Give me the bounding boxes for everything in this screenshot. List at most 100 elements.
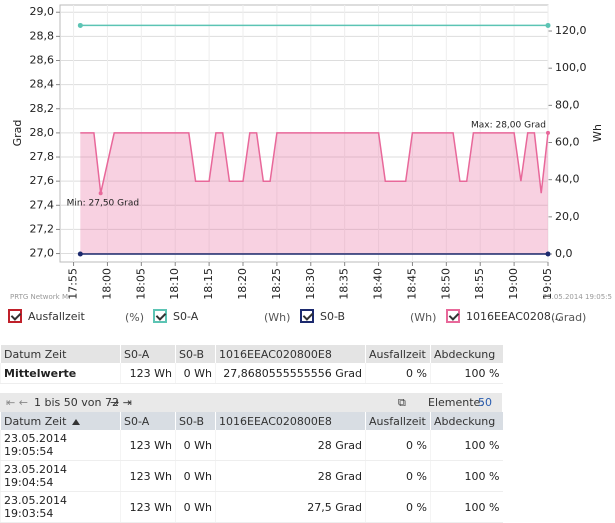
x-tick-label: 18:50	[439, 268, 452, 300]
legend-unit: (%)	[125, 311, 145, 324]
footer-right: 23.05.2014 19:05:5	[543, 293, 612, 301]
elements-value[interactable]: 50	[478, 396, 492, 409]
annotation: Min: 27,50 Grad	[67, 199, 139, 209]
x-tick-label: 18:30	[304, 268, 317, 300]
row: Mittelwerte 123 Wh 0 Wh 27,8680555555556 Gr…	[0, 363, 503, 384]
y-tick-label: 29,0	[30, 5, 55, 18]
annotation-point	[98, 191, 103, 196]
end-point	[545, 251, 551, 257]
y-tick-label: 27,8	[30, 150, 55, 163]
legend-item: Ausfallzeit	[8, 309, 85, 323]
header-cell: S0-B	[175, 345, 216, 363]
end-point	[77, 22, 83, 28]
pager-toolbar: ⇤ ← 1 bis 50 von 72 → ⇥ ⧉ Elemente: 50	[0, 393, 502, 412]
x-tick-label: 18:35	[338, 268, 351, 300]
legend-item: S0-B	[300, 309, 345, 323]
y-tick-label: 28,2	[30, 102, 55, 115]
y-tick-label: 28,8	[30, 29, 55, 42]
legend-name: S0-A	[173, 309, 199, 323]
cell: 28 Grad	[215, 430, 366, 461]
cell: 23.05.2014 19:05:54	[0, 430, 121, 461]
legend: Ausfallzeit (%) S0-A (Wh) S0-B (Wh) 1016EEAC02…	[0, 306, 615, 330]
series-line	[80, 132, 549, 194]
header-row: Datum Zeit S0-A S0-B 1016EEAC020800E8 Ausfal…	[0, 345, 503, 363]
legend-checkbox[interactable]	[300, 309, 314, 323]
legend-checkbox[interactable]	[446, 309, 460, 323]
header-cell[interactable]: S0-B	[175, 412, 216, 430]
cell: 100 %	[430, 363, 503, 384]
header-cell[interactable]: 1016EEAC020800E8	[215, 412, 366, 430]
header-cell: Datum Zeit	[0, 345, 121, 363]
cell: 0 Wh	[175, 363, 216, 384]
x-tick-label: 18:55	[473, 268, 486, 300]
cell: 0 %	[365, 363, 431, 384]
y2-tick-label: 0,0	[555, 247, 573, 260]
y2-tick-label: 60,0	[555, 136, 580, 149]
x-tick-label: 18:00	[100, 268, 113, 300]
header-cell[interactable]: Abdeckung	[430, 412, 503, 430]
annotation: Max: 28,00 Grad	[471, 120, 546, 130]
legend-name: S0-B	[320, 309, 346, 323]
y-tick-label: 28,0	[30, 126, 55, 139]
y-tick-label: 27,6	[30, 174, 55, 187]
footer-left: PRTG Network M	[10, 293, 68, 301]
legend-unit: (Wh)	[410, 311, 437, 324]
y2-tick-label: 80,0	[555, 98, 580, 111]
cell: 123 Wh	[120, 491, 176, 523]
legend-unit: (Wh)	[264, 311, 291, 324]
y-tick-label: 28,6	[30, 54, 55, 67]
header-cell[interactable]: S0-A	[120, 412, 176, 430]
cell: Mittelwerte	[0, 363, 121, 384]
header-cell: S0-A	[120, 345, 176, 363]
chart: Grad Wh PRTG Network M 23.05.2014 19:05:…	[10, 4, 612, 301]
elements-label: Elemente:	[428, 396, 485, 409]
pager-next[interactable]: → ⇥	[110, 396, 132, 409]
x-tick-label: 18:05	[134, 268, 147, 300]
x-tick-label: 18:20	[236, 268, 249, 300]
cell: 27,8680555555556 Grad	[215, 363, 366, 384]
legend-item: S0-A	[153, 309, 198, 323]
x-tick-label: 18:45	[405, 268, 418, 300]
header-cell: 1016EEAC020800E8	[215, 345, 366, 363]
y2-axis-label: Wh	[591, 124, 604, 142]
x-tick-label: 19:00	[507, 268, 520, 300]
pager-text: 1 bis 50 von 72	[34, 396, 119, 409]
x-tick-label: 17:55	[67, 268, 80, 300]
legend-item: 1016EEAC0208...	[446, 309, 561, 323]
legend-checkbox[interactable]	[153, 309, 167, 323]
cell: 0 %	[365, 460, 431, 492]
popout-icon[interactable]: ⧉	[398, 396, 406, 409]
cell: 0 %	[365, 491, 431, 523]
cell: 123 Wh	[120, 363, 176, 384]
cell: 100 %	[430, 491, 503, 523]
y-tick-label: 28,4	[30, 78, 55, 91]
y-tick-label: 27,4	[30, 198, 55, 211]
header-cell: Abdeckung	[430, 345, 503, 363]
page: Grad Wh PRTG Network M 23.05.2014 19:05:…	[0, 0, 615, 490]
legend-name: Ausfallzeit	[28, 309, 85, 323]
x-tick-label: 19:05	[541, 268, 554, 300]
y2-tick-label: 20,0	[555, 210, 580, 223]
y2-tick-label: 40,0	[555, 173, 580, 186]
header-cell[interactable]: Datum Zeit	[0, 412, 121, 430]
row: 23.05.2014 19:03:54 123 Wh 0 Wh 27,5 Grad 0 …	[0, 491, 503, 523]
cell: 27,5 Grad	[215, 491, 366, 523]
legend-checkbox[interactable]	[8, 309, 22, 323]
cell: 0 Wh	[175, 430, 216, 461]
cell: 23.05.2014 19:04:54	[0, 460, 121, 492]
y-tick-label: 27,0	[30, 247, 55, 260]
cell: 0 Wh	[175, 460, 216, 492]
sort-icon	[72, 418, 81, 425]
area	[80, 132, 549, 254]
y2-tick-label: 100,0	[555, 61, 587, 74]
pager-arrows[interactable]: ⇤ ←	[6, 396, 28, 409]
cell: 28 Grad	[215, 460, 366, 492]
legend-name: 1016EEAC0208...	[466, 309, 562, 323]
data-table: Datum Zeit S0-A S0-B 1016EEAC020800E8 Ausfal…	[0, 412, 503, 523]
cell: 123 Wh	[120, 430, 176, 461]
cell: 100 %	[430, 430, 503, 461]
cell: 23.05.2014 19:03:54	[0, 491, 121, 523]
header-cell[interactable]: Ausfallzeit	[365, 412, 431, 430]
cell: 100 %	[430, 460, 503, 492]
summary-table: Datum Zeit S0-A S0-B 1016EEAC020800E8 Ausfal…	[0, 345, 503, 384]
